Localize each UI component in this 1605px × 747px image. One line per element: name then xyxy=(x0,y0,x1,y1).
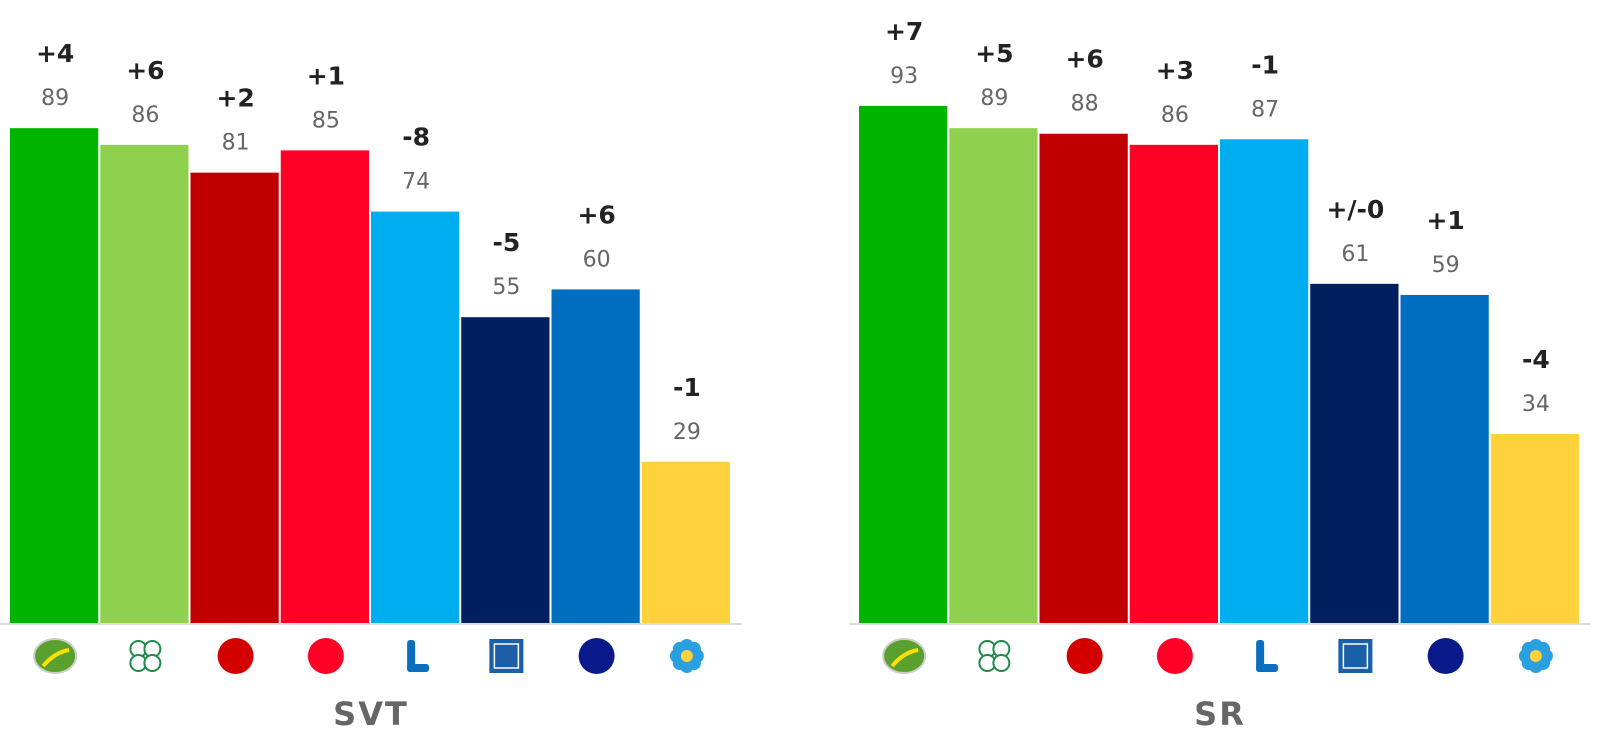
chart-title: SR xyxy=(1194,695,1246,733)
value-label: 55 xyxy=(492,275,520,300)
change-label: +3 xyxy=(1156,56,1194,85)
party-logo xyxy=(1256,640,1279,672)
logo-shape xyxy=(307,638,344,674)
bar xyxy=(949,128,1038,623)
bar xyxy=(1310,283,1399,623)
value-label: 89 xyxy=(980,86,1008,111)
party-logo xyxy=(978,640,1011,672)
bar xyxy=(190,172,279,623)
change-label: +2 xyxy=(216,84,254,113)
value-label: 93 xyxy=(890,64,918,89)
change-label: -4 xyxy=(1522,345,1550,374)
logo-shape xyxy=(493,643,520,669)
bar xyxy=(100,144,189,623)
change-label: +1 xyxy=(307,61,345,90)
bar xyxy=(371,211,460,623)
change-label: +6 xyxy=(126,56,164,85)
chart-title: SVT xyxy=(333,695,409,733)
change-label: +6 xyxy=(577,200,615,229)
party-logo xyxy=(1156,638,1193,674)
bar xyxy=(1129,144,1218,623)
logo-shape xyxy=(680,650,693,662)
value-label: 88 xyxy=(1071,92,1099,117)
change-label: -1 xyxy=(1251,50,1279,79)
party-logo xyxy=(1066,638,1103,674)
bar xyxy=(280,150,369,623)
value-label: 74 xyxy=(402,170,430,195)
logo-shape xyxy=(41,648,70,668)
change-label: +7 xyxy=(885,17,923,46)
party-logo xyxy=(578,638,615,674)
value-label: 87 xyxy=(1251,97,1279,122)
change-label: -8 xyxy=(402,123,430,152)
logo-shape xyxy=(217,638,254,674)
bar xyxy=(641,461,730,623)
bar xyxy=(551,289,640,623)
value-label: 59 xyxy=(1432,253,1460,278)
party-logo xyxy=(1427,638,1464,674)
value-label: 29 xyxy=(673,420,701,445)
logo-shape xyxy=(578,638,615,674)
value-label: 60 xyxy=(583,247,611,272)
bar xyxy=(859,105,948,624)
logo-shape xyxy=(407,664,430,672)
logo-shape xyxy=(143,654,162,672)
logo-shape xyxy=(1427,638,1464,674)
value-label: 86 xyxy=(1161,103,1189,128)
logo-shape xyxy=(1066,638,1103,674)
logo-shape xyxy=(1256,664,1279,672)
logo-shape xyxy=(1156,638,1193,674)
value-label: 89 xyxy=(41,86,69,111)
value-label: 86 xyxy=(131,103,159,128)
party-logo xyxy=(307,638,344,674)
change-label: -1 xyxy=(673,373,701,402)
party-logo xyxy=(33,638,78,674)
bar xyxy=(461,317,550,623)
party-logo xyxy=(217,638,254,674)
value-label: 61 xyxy=(1341,242,1369,267)
change-label: +4 xyxy=(36,39,74,68)
party-logo xyxy=(882,638,927,674)
party-logo xyxy=(669,639,704,673)
logo-shape xyxy=(992,654,1011,672)
change-label: +6 xyxy=(1065,45,1103,74)
party-logo xyxy=(129,640,162,672)
bar xyxy=(1039,133,1128,623)
logo-shape xyxy=(1342,643,1369,669)
bar xyxy=(1220,139,1309,623)
change-label: -5 xyxy=(492,228,520,257)
bar xyxy=(1400,294,1489,623)
party-logo xyxy=(407,640,430,672)
party-logo xyxy=(1338,639,1373,673)
value-label: 34 xyxy=(1522,392,1550,417)
value-label: 81 xyxy=(222,131,250,156)
change-label: +/-0 xyxy=(1326,195,1384,224)
change-label: +5 xyxy=(975,39,1013,68)
party-logo xyxy=(489,639,524,673)
logo-shape xyxy=(1529,650,1542,662)
bar xyxy=(10,128,99,623)
bar xyxy=(1490,433,1579,623)
party-logo xyxy=(1518,639,1553,673)
value-label: 85 xyxy=(312,108,340,133)
logo-shape xyxy=(890,648,919,668)
change-label: +1 xyxy=(1426,206,1464,235)
